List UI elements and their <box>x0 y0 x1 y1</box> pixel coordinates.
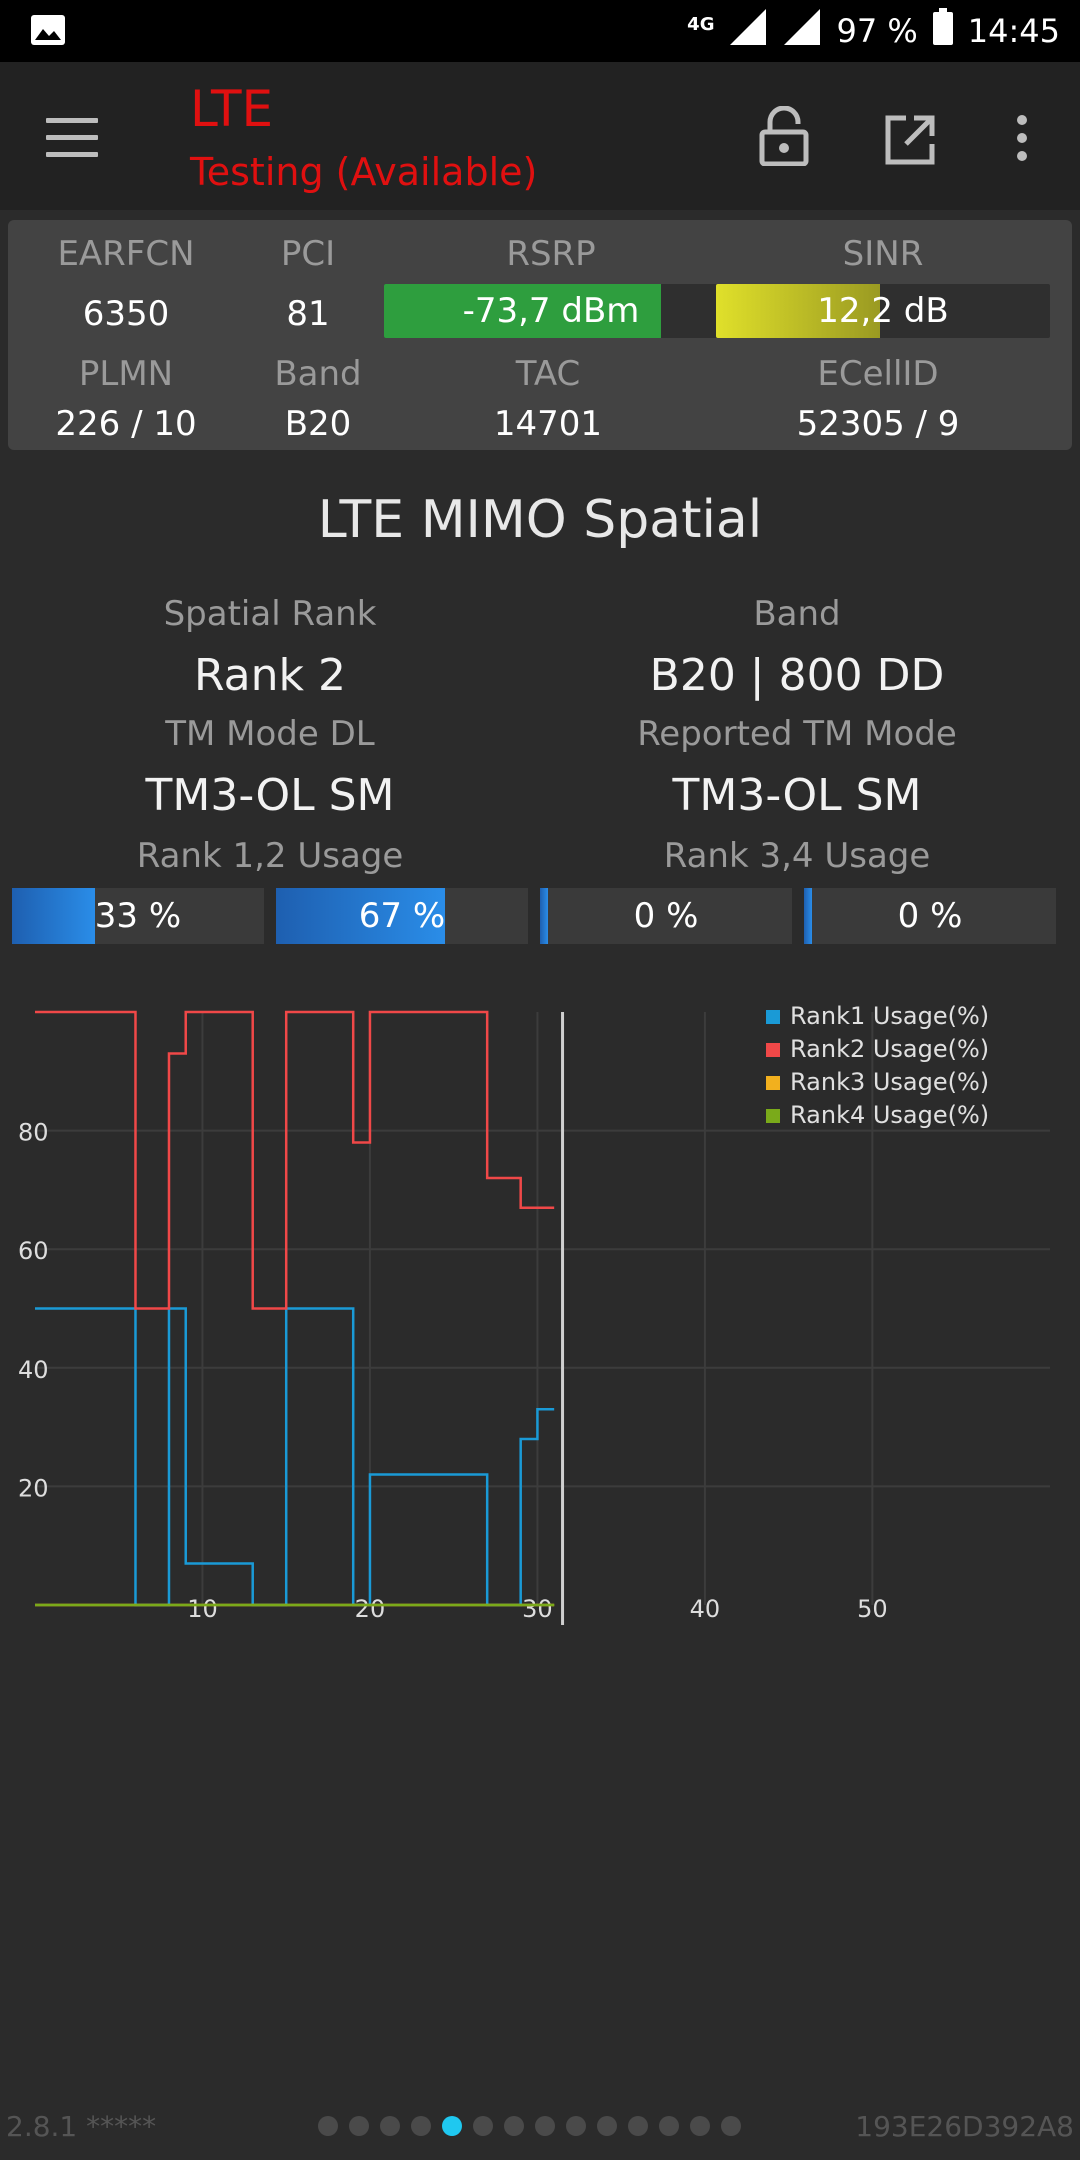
legend-swatch <box>766 1043 780 1057</box>
rank4-usage-bar: 0 % <box>804 888 1056 944</box>
rsrp-label: RSRP <box>506 234 596 274</box>
x-tick-label: 30 <box>522 1595 553 1623</box>
rsrp-value: -73,7 dBm <box>462 291 640 331</box>
clock: 14:45 <box>967 12 1060 50</box>
rsrp-meter-fill <box>384 284 662 338</box>
series-line-2 <box>35 1010 555 1310</box>
status-bar: 4G 97 % 14:45 <box>0 0 1080 62</box>
page-title: LTE <box>190 80 274 138</box>
page-dot[interactable] <box>690 2116 710 2136</box>
y-tick-label: 80 <box>18 1119 49 1147</box>
pci-label: PCI <box>280 234 336 274</box>
app-version: 2.8.1 ***** <box>6 2110 157 2143</box>
series-line-1 <box>35 1307 555 1607</box>
tac-value: 14701 <box>493 404 603 444</box>
page-indicator[interactable] <box>318 2116 741 2136</box>
reported-tm-value: TM3-OL SM <box>672 770 922 821</box>
page-dot[interactable] <box>411 2116 431 2136</box>
image-notification-icon <box>30 14 66 50</box>
rank-usage-chart: 20 40 60 80 10 20 30 40 50 Rank1 Usage(%) Rank2 Us… <box>0 980 1080 1640</box>
legend-swatch <box>766 1010 780 1024</box>
battery-icon <box>932 8 954 54</box>
footer: 2.8.1 ***** 193E26D392A8 <box>0 2100 1080 2150</box>
y-tick-label: 40 <box>18 1356 49 1384</box>
legend-label: Rank4 Usage(%) <box>790 1101 989 1129</box>
rank1-usage-value: 33 % <box>94 896 182 936</box>
page-dot[interactable] <box>659 2116 679 2136</box>
reported-tm-label: Reported TM Mode <box>637 714 957 754</box>
rank4-usage-value: 0 % <box>897 896 963 936</box>
rank2-usage-fill <box>276 888 445 944</box>
rank12-usage-label: Rank 1,2 Usage <box>136 836 404 876</box>
rank3-usage-value: 0 % <box>633 896 699 936</box>
page-dot[interactable] <box>442 2116 462 2136</box>
page-dot[interactable] <box>721 2116 741 2136</box>
x-tick-label: 10 <box>187 1595 218 1623</box>
app-bar: LTE Testing (Available) <box>0 62 1080 210</box>
battery-percent: 97 % <box>836 12 918 50</box>
y-tick-label: 60 <box>18 1237 49 1265</box>
rank1-usage-bar: 33 % <box>12 888 264 944</box>
rank1-usage-fill <box>12 888 96 944</box>
page-dot[interactable] <box>597 2116 617 2136</box>
band-label: Band <box>274 354 362 394</box>
page-dot[interactable] <box>318 2116 338 2136</box>
spatial-rank-value: Rank 2 <box>194 650 346 701</box>
sinr-value: 12,2 dB <box>817 291 949 331</box>
open-in-new-icon[interactable] <box>884 114 936 170</box>
rsrp-meter: -73,7 dBm <box>384 284 718 338</box>
signal-icon <box>728 7 768 55</box>
page-dot[interactable] <box>628 2116 648 2136</box>
wifi-signal-icon <box>782 7 822 55</box>
legend-label: Rank3 Usage(%) <box>790 1068 989 1096</box>
network-type: 4G <box>687 13 715 35</box>
x-tick-label: 50 <box>857 1595 888 1623</box>
legend-label: Rank2 Usage(%) <box>790 1035 989 1063</box>
rank2-usage-bar: 67 % <box>276 888 528 944</box>
legend-swatch <box>766 1109 780 1123</box>
sinr-meter: 12,2 dB <box>716 284 1050 338</box>
section-title: LTE MIMO Spatial <box>317 490 763 550</box>
page-dot[interactable] <box>535 2116 555 2136</box>
tm-mode-label: TM Mode DL <box>165 714 375 754</box>
page-dot[interactable] <box>566 2116 586 2136</box>
earfcn-label: EARFCN <box>57 234 195 274</box>
rank4-usage-fill <box>804 888 812 944</box>
ecellid-label: ECellID <box>817 354 939 394</box>
page-dot[interactable] <box>349 2116 369 2136</box>
sinr-label: SINR <box>842 234 924 274</box>
tm-mode-value: TM3-OL SM <box>145 770 395 821</box>
rank3-usage-fill <box>540 888 548 944</box>
legend-swatch <box>766 1076 780 1090</box>
page-dot[interactable] <box>504 2116 524 2136</box>
ecellid-value: 52305 / 9 <box>796 404 960 444</box>
rank34-usage-label: Rank 3,4 Usage <box>663 836 931 876</box>
plmn-label: PLMN <box>78 354 174 394</box>
sinr-meter-fill <box>716 284 880 338</box>
page-dot[interactable] <box>473 2116 493 2136</box>
mimo-band-value: B20 | 800 DD <box>649 650 945 701</box>
menu-icon[interactable] <box>46 118 98 158</box>
spatial-rank-label: Spatial Rank <box>163 594 377 634</box>
device-id: 193E26D392A8 <box>855 2110 1074 2143</box>
plmn-value: 226 / 10 <box>55 404 197 444</box>
cell-info-panel: EARFCN 6350 PCI 81 RSRP -73,7 dBm SINR 1… <box>8 220 1072 450</box>
y-tick-label: 20 <box>18 1474 49 1502</box>
x-tick-label: 40 <box>690 1595 721 1623</box>
pci-value: 81 <box>286 294 330 334</box>
legend-label: Rank1 Usage(%) <box>790 1002 989 1030</box>
more-vert-icon[interactable] <box>1012 114 1032 166</box>
band-value: B20 <box>284 404 352 444</box>
lock-open-icon[interactable] <box>758 105 810 170</box>
rank3-usage-bar: 0 % <box>540 888 792 944</box>
rank2-usage-value: 67 % <box>358 896 446 936</box>
page-subtitle: Testing (Available) <box>190 150 538 194</box>
page-dot[interactable] <box>380 2116 400 2136</box>
earfcn-value: 6350 <box>82 294 170 334</box>
mimo-band-label: Band <box>753 594 841 634</box>
tac-label: TAC <box>515 354 581 394</box>
